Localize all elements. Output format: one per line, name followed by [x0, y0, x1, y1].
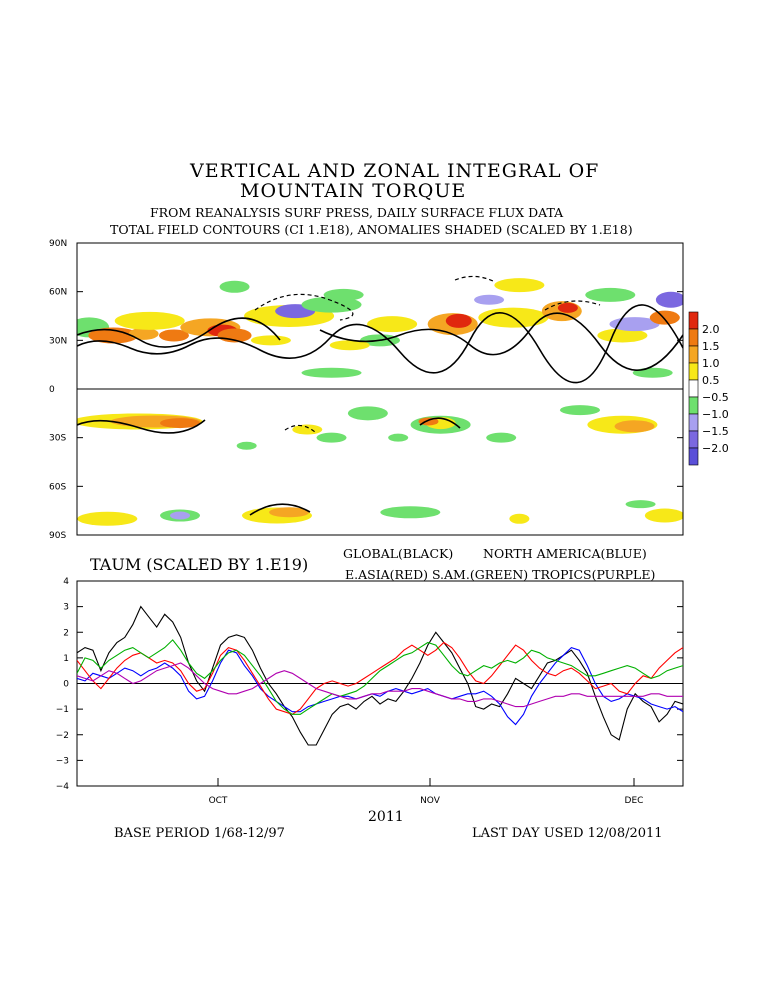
chart-subtitle-line1: FROM REANALYSIS SURF PRESS, DAILY SURFAC… — [150, 205, 564, 220]
lat-tick-label: 60S — [49, 482, 66, 492]
y-tick-label: −4 — [56, 782, 70, 792]
chart-title-line2: MOUNTAIN TORQUE — [240, 180, 467, 202]
anomaly-blob — [597, 328, 648, 343]
legend-north-america: NORTH AMERICA(BLUE) — [483, 546, 647, 561]
anomaly-blob — [88, 327, 139, 344]
y-tick-label: 0 — [63, 680, 69, 690]
anomaly-blob — [632, 367, 673, 378]
anomaly-blob — [301, 367, 362, 378]
total-field-contour — [77, 419, 206, 434]
anomaly-blob — [445, 313, 472, 328]
anomaly-blob — [77, 511, 138, 526]
anomaly-blob — [388, 433, 409, 442]
colorbar-box — [688, 311, 699, 330]
total-field-contour — [249, 503, 311, 516]
year-label: 2011 — [368, 809, 404, 825]
negative-contour — [254, 293, 354, 321]
anomaly-blob — [158, 329, 189, 342]
anomaly-blob — [170, 511, 191, 520]
anomaly-blob — [219, 280, 250, 293]
lat-tick-label: 90S — [49, 531, 66, 541]
anomaly-blob — [649, 310, 680, 325]
anomaly-blob — [559, 405, 600, 416]
colorbar-box — [688, 345, 699, 364]
colorbar-box — [688, 328, 699, 347]
colorbar-box — [688, 396, 699, 415]
y-tick-label: 1 — [63, 654, 69, 664]
colorbar-box — [688, 379, 699, 398]
anomaly-blob — [609, 317, 660, 332]
anomaly-blob — [367, 316, 418, 333]
anomaly-blob — [509, 513, 530, 524]
colorbar-label: 0.5 — [702, 374, 720, 387]
anomaly-blob — [323, 288, 364, 301]
total-field-contour — [419, 417, 461, 429]
anomaly-blob — [160, 418, 201, 429]
anomaly-blob — [655, 291, 683, 308]
series-line — [77, 639, 683, 715]
lat-tick-label: 30N — [49, 336, 67, 346]
anomaly-blob — [316, 432, 347, 443]
anomaly-blob — [269, 507, 310, 518]
colorbar-label: 1.0 — [702, 357, 720, 370]
legend-global: GLOBAL(BLACK) — [343, 546, 454, 561]
lat-tick-label: 30S — [49, 434, 66, 444]
anomaly-blob — [494, 278, 545, 293]
anomaly-blob — [347, 406, 388, 421]
month-tick-label: NOV — [420, 796, 441, 806]
anomaly-blob — [474, 294, 505, 305]
y-tick-label: −2 — [56, 731, 69, 741]
anomaly-blob — [486, 432, 517, 443]
anomaly-blob — [250, 335, 291, 346]
colorbar-label: 2.0 — [702, 323, 720, 336]
anomaly-blob — [644, 508, 683, 523]
y-tick-label: 2 — [63, 628, 69, 638]
legend-regions: E.ASIA(RED) S.AM.(GREEN) TROPICS(PURPLE) — [345, 567, 656, 582]
series-line — [77, 646, 683, 726]
colorbar-label: −0.5 — [702, 391, 729, 404]
y-tick-label: −3 — [56, 756, 69, 766]
series-line — [77, 641, 683, 715]
anomaly-blob — [236, 441, 257, 450]
total-field-contour — [77, 304, 683, 384]
colorbar-label: −1.5 — [702, 425, 729, 438]
negative-contour — [284, 424, 316, 433]
series-line — [77, 605, 683, 746]
colorbar-box — [688, 430, 699, 449]
total-field-contour — [77, 317, 281, 348]
y-tick-label: 3 — [63, 603, 69, 613]
timeseries-title: TAUM (SCALED BY 1.E19) — [90, 555, 309, 574]
month-tick-label: OCT — [209, 796, 228, 806]
anomaly-blob — [128, 327, 159, 340]
colorbar-box — [688, 413, 699, 432]
month-tick-label: DEC — [625, 796, 644, 806]
anomaly-blob — [585, 287, 636, 302]
colorbar-label: −1.0 — [702, 408, 729, 421]
y-tick-label: 4 — [63, 577, 69, 587]
last-day-label: LAST DAY USED 12/08/2011 — [472, 826, 663, 841]
anomaly-blob — [114, 311, 185, 330]
anomaly-blob — [614, 420, 655, 433]
colorbar-label: 1.5 — [702, 340, 720, 353]
chart-subtitle-line2: TOTAL FIELD CONTOURS (CI 1.E18), ANOMALI… — [110, 222, 633, 237]
chart-title-line1: VERTICAL AND ZONAL INTEGRAL OF — [190, 160, 600, 182]
negative-contour — [454, 275, 496, 283]
lat-tick-label: 60N — [49, 288, 67, 298]
colorbar-box — [688, 447, 699, 466]
anomaly-blob — [329, 340, 370, 351]
anomaly-blob — [292, 424, 323, 435]
series-line — [77, 662, 683, 708]
anomaly-blob — [625, 500, 656, 509]
y-tick-label: −1 — [56, 705, 69, 715]
lat-tick-label: 0 — [49, 385, 55, 395]
colorbar-label: −2.0 — [702, 442, 729, 455]
lat-tick-label: 90N — [49, 239, 67, 249]
colorbar-box — [688, 362, 699, 381]
negative-contour — [544, 300, 601, 311]
anomaly-blob — [380, 506, 441, 519]
anomaly-blob — [557, 302, 578, 313]
base-period-label: BASE PERIOD 1/68-12/97 — [114, 826, 285, 841]
total-field-contour — [319, 312, 683, 371]
